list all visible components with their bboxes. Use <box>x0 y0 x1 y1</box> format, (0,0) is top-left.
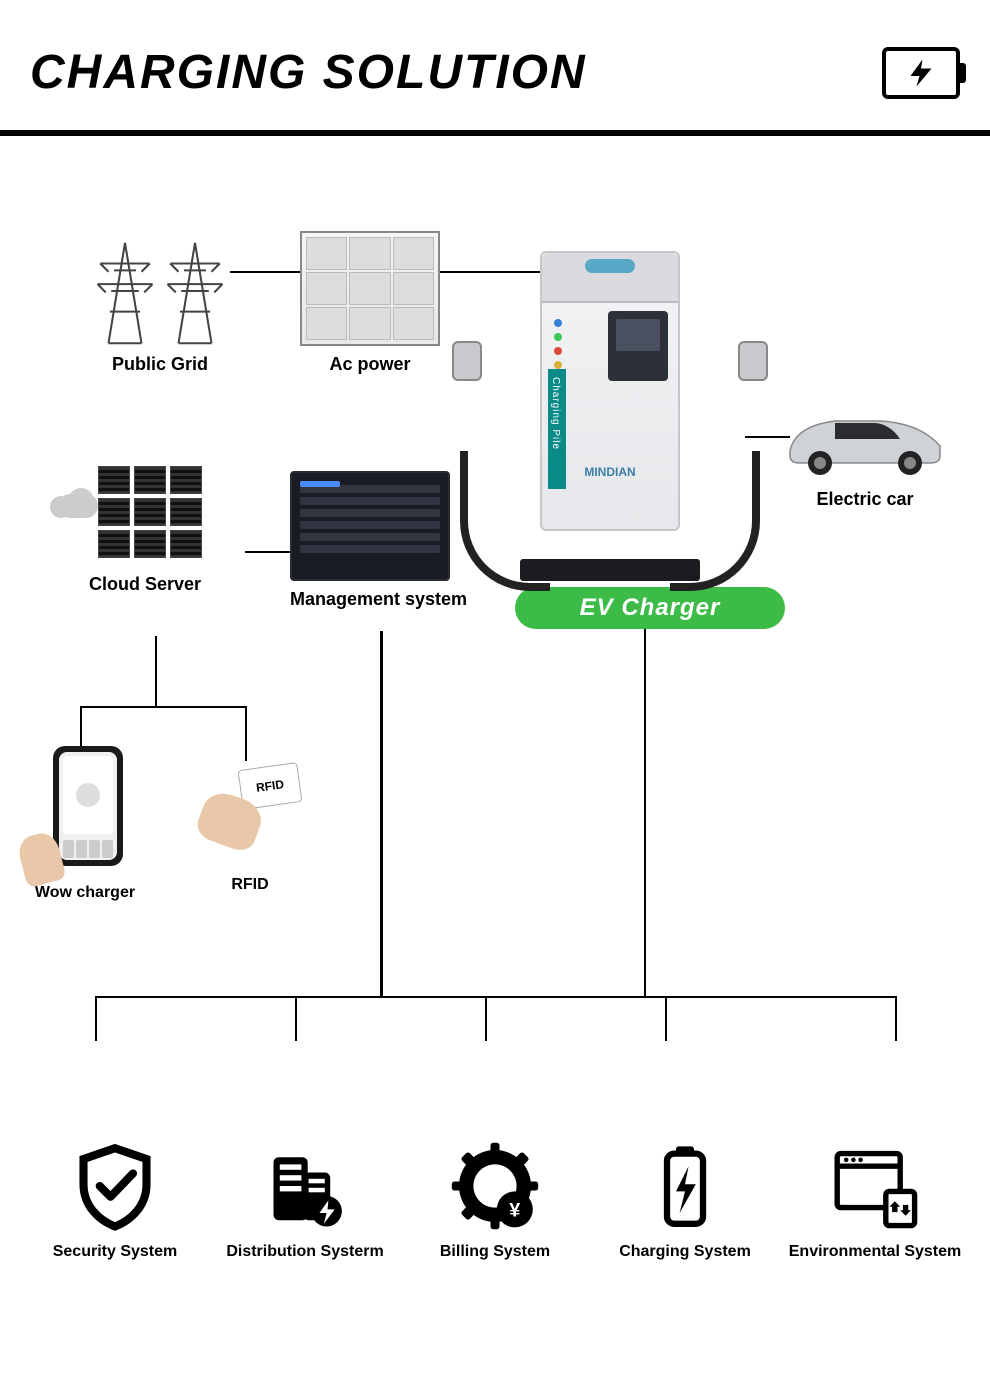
edge <box>245 706 247 761</box>
sys-distribution: Distribution Systerm <box>215 1141 395 1261</box>
node-cloud-server: Cloud Server <box>80 466 210 595</box>
header: CHARGING SOLUTION <box>0 0 990 120</box>
battery-bolt-vertical-icon <box>640 1141 730 1231</box>
svg-text:¥: ¥ <box>509 1200 520 1222</box>
sys-label: Environmental System <box>785 1243 965 1261</box>
phone-app-icon <box>53 746 123 866</box>
cloud-solar-icon <box>80 466 210 566</box>
node-ac-power: Ac power <box>300 231 440 375</box>
sys-billing: ¥ Billing System <box>405 1141 585 1261</box>
battery-bolt-icon <box>882 47 960 99</box>
edge <box>155 636 157 706</box>
charger-strip-text: Charging Pile <box>550 377 561 450</box>
edge <box>95 996 97 1041</box>
node-label: Public Grid <box>90 354 230 375</box>
ev-charger-pill: EV Charger <box>515 587 785 629</box>
building-bolt-icon <box>260 1141 350 1231</box>
node-public-grid: Public Grid <box>90 226 230 375</box>
gear-yen-icon: ¥ <box>450 1141 540 1231</box>
node-label: Management system <box>290 589 467 610</box>
node-ev-charger: Charging Pile MINDIAN EV Charger <box>510 251 790 629</box>
car-icon <box>780 391 950 481</box>
node-label: Cloud Server <box>80 574 210 595</box>
sys-charging: Charging System <box>595 1141 775 1261</box>
electrical-panel-icon <box>300 231 440 346</box>
node-rfid: RFID RFID <box>190 766 310 894</box>
node-label: Ac power <box>300 354 440 375</box>
page-title: CHARGING SOLUTION <box>30 45 587 100</box>
sys-environment: Environmental System <box>785 1141 965 1261</box>
node-label: RFID <box>190 876 310 894</box>
sys-security: Security System <box>25 1141 205 1261</box>
ev-charger-label: EV Charger <box>580 594 721 622</box>
dashboard-screen-icon <box>290 471 450 581</box>
node-mgmt-system: Management system <box>290 471 467 610</box>
sys-label: Billing System <box>405 1243 585 1261</box>
edge <box>665 996 667 1041</box>
sys-label: Distribution Systerm <box>215 1243 395 1261</box>
node-label: Electric car <box>780 489 950 510</box>
edge <box>295 996 297 1041</box>
diagram-canvas: Public Grid Ac power Cloud Server Manage… <box>0 136 990 1366</box>
node-wow-charger: Wow charger <box>20 746 150 902</box>
sys-label: Security System <box>25 1243 205 1261</box>
bottom-bus <box>95 996 895 998</box>
sys-label: Charging System <box>595 1243 775 1261</box>
edge <box>80 706 245 708</box>
shield-check-icon <box>70 1141 160 1231</box>
edge <box>230 271 310 273</box>
node-label: Wow charger <box>20 884 150 902</box>
edge <box>380 631 383 996</box>
window-recycle-icon <box>830 1141 920 1231</box>
edge <box>895 996 897 1041</box>
power-tower-icon <box>90 226 230 346</box>
node-electric-car: Electric car <box>780 391 950 510</box>
ev-charger-illustration: Charging Pile MINDIAN <box>510 251 710 581</box>
systems-row: Security System Distribution Systerm <box>0 1141 990 1261</box>
charger-brand: MINDIAN <box>584 465 635 479</box>
rfid-card-icon: RFID <box>200 766 300 846</box>
edge <box>644 606 646 996</box>
edge <box>485 996 487 1041</box>
